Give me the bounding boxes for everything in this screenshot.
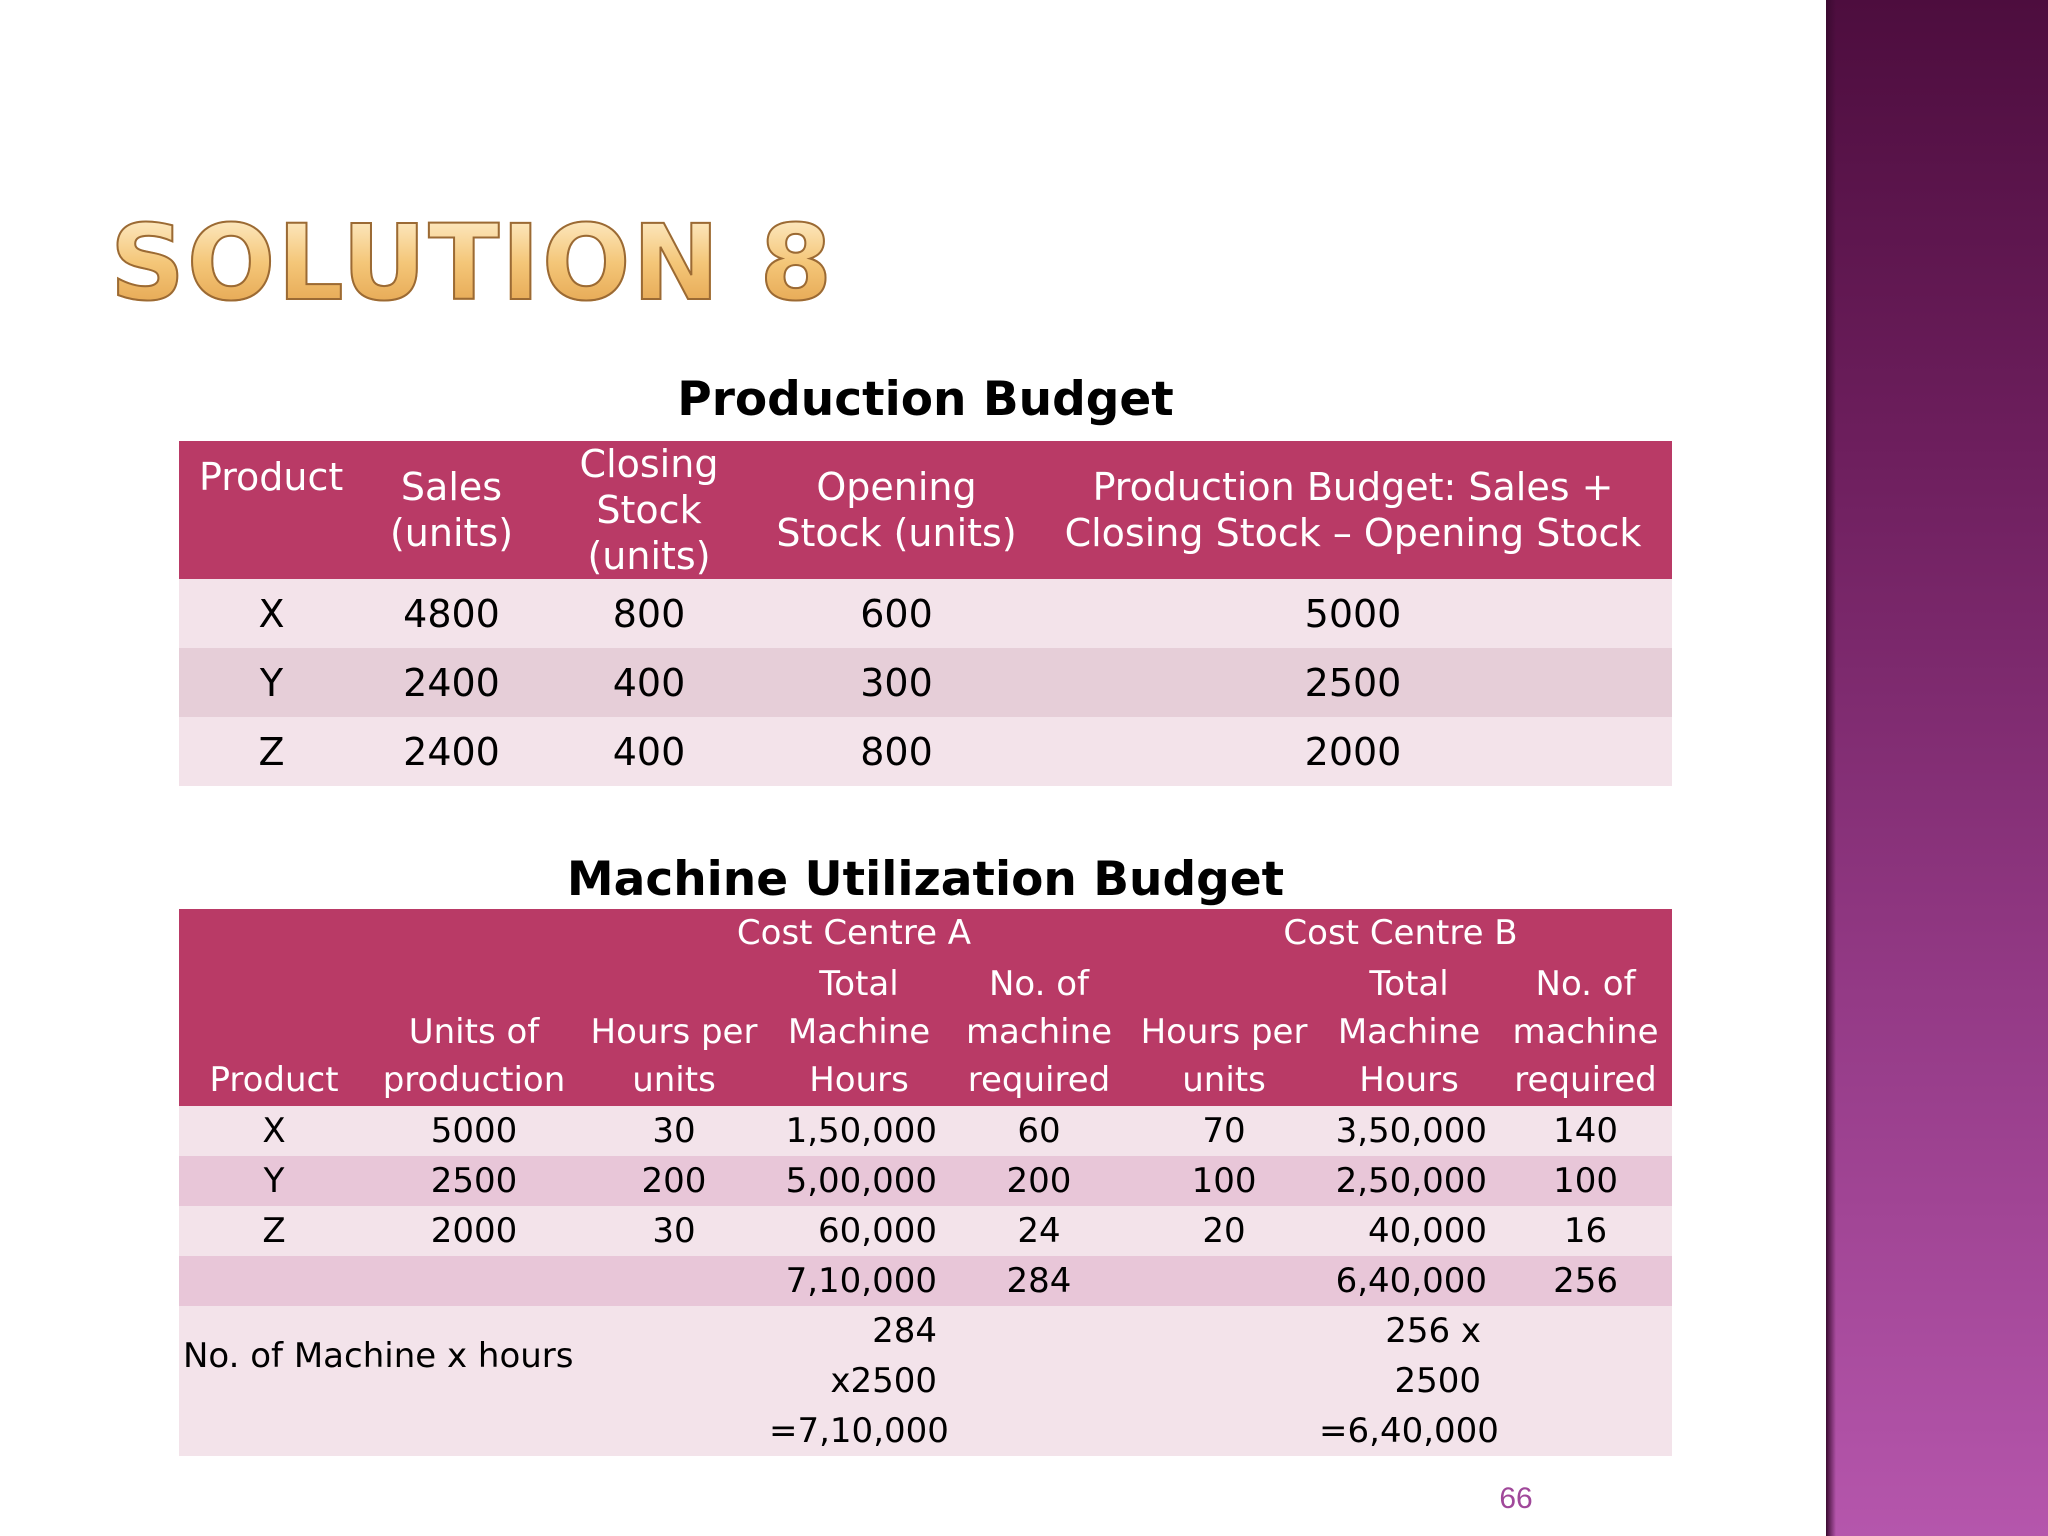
cell-closing-stock: 400: [539, 717, 759, 786]
column-header: Total Machine Hours: [769, 957, 949, 1106]
cell-product: Z: [179, 717, 364, 786]
production-budget-caption: Production Budget: [677, 372, 1174, 427]
cell-product: [179, 1256, 369, 1306]
note-empty: [949, 1406, 1130, 1456]
table-row: Y 2400 400 300 2500: [179, 648, 1672, 717]
cell-hours-b: 100: [1129, 1156, 1320, 1206]
cell-total-hours-b: 40,000: [1319, 1206, 1500, 1256]
table-row: Y 2500 200 5,00,000 200 100 2,50,000 100: [179, 1156, 1673, 1206]
cell-opening-stock: 800: [759, 717, 1034, 786]
cell-opening-stock: 300: [759, 648, 1034, 717]
table-row-note: No. of Machine x hours 284 x2500 256 x 2…: [179, 1306, 1673, 1406]
note-b-result: =6,40,000: [1319, 1406, 1500, 1456]
note-empty: [179, 1406, 769, 1456]
cell-opening-stock: 600: [759, 579, 1034, 648]
cell-closing-stock: 400: [539, 648, 759, 717]
cell-production-budget: 2500: [1034, 648, 1672, 717]
cell-units: [369, 1256, 579, 1306]
note-b-formula: 256 x 2500: [1319, 1306, 1500, 1406]
cell-total-hours-a: 1,50,000: [769, 1106, 949, 1156]
cell-machines-b: 16: [1499, 1206, 1673, 1256]
note-empty: [1499, 1306, 1673, 1406]
cell-total-hours-a: 60,000: [769, 1206, 949, 1256]
column-header: Total Machine Hours: [1319, 957, 1500, 1106]
cell-product: Z: [179, 1206, 369, 1256]
note-empty: [949, 1306, 1130, 1406]
note-empty: [1499, 1406, 1673, 1456]
cell-machines-b: 140: [1499, 1106, 1673, 1156]
column-header: Hours per units: [1129, 957, 1320, 1106]
cell-hours-b: 70: [1129, 1106, 1320, 1156]
cell-production-budget: 5000: [1034, 579, 1672, 648]
cell-hours-b: 20: [1129, 1206, 1320, 1256]
table-row-note: =7,10,000 =6,40,000: [179, 1406, 1673, 1456]
group-header-cost-centre-b: Cost Centre B: [1129, 909, 1673, 957]
machine-budget-caption: Machine Utilization Budget: [566, 852, 1285, 907]
table-group-header-row: Cost Centre A Cost Centre B: [179, 909, 1673, 957]
table-header-row: Product Units of production Hours per un…: [179, 957, 1673, 1106]
cell-product: Y: [179, 648, 364, 717]
production-budget-table: Product Sales (units) Closing Stock (uni…: [179, 441, 1672, 786]
cell-machines-a: 24: [949, 1206, 1130, 1256]
column-header: Sales (units): [364, 441, 539, 579]
table-row-total: 7,10,000 284 6,40,000 256: [179, 1256, 1673, 1306]
cell-product: X: [179, 579, 364, 648]
cell-machines-a: 284: [949, 1256, 1130, 1306]
cell-hours-a: 30: [579, 1106, 769, 1156]
page-number: 66: [1499, 1482, 1533, 1515]
note-empty: [1129, 1406, 1320, 1456]
group-header-empty: [179, 909, 579, 957]
cell-machines-a: 200: [949, 1156, 1130, 1206]
machine-utilization-table: Cost Centre A Cost Centre B Product Unit…: [179, 909, 1673, 1456]
cell-sales: 2400: [364, 648, 539, 717]
cell-sales: 2400: [364, 717, 539, 786]
cell-total-hours-b: 2,50,000: [1319, 1156, 1500, 1206]
cell-hours-a: 30: [579, 1206, 769, 1256]
column-header: Opening Stock (units): [759, 441, 1034, 579]
cell-total-hours-b: 3,50,000: [1319, 1106, 1500, 1156]
cell-machines-b: 256: [1499, 1256, 1673, 1306]
table-header-row: Product Sales (units) Closing Stock (uni…: [179, 441, 1672, 579]
cell-units: 2000: [369, 1206, 579, 1256]
table-row: Z 2000 30 60,000 24 20 40,000 16: [179, 1206, 1673, 1256]
column-header: Closing Stock (units): [539, 441, 759, 579]
column-header: Product: [179, 957, 369, 1106]
cell-sales: 4800: [364, 579, 539, 648]
cell-hours-b: [1129, 1256, 1320, 1306]
note-label: No. of Machine x hours: [179, 1306, 769, 1406]
column-header: Production Budget: Sales + Closing Stock…: [1034, 441, 1672, 579]
table-row: X 5000 30 1,50,000 60 70 3,50,000 140: [179, 1106, 1673, 1156]
table-row: Z 2400 400 800 2000: [179, 717, 1672, 786]
decorative-side-bar: [1826, 0, 2048, 1536]
cell-machines-b: 100: [1499, 1156, 1673, 1206]
column-header: Hours per units: [579, 957, 769, 1106]
cell-units: 2500: [369, 1156, 579, 1206]
cell-production-budget: 2000: [1034, 717, 1672, 786]
table-row: X 4800 800 600 5000: [179, 579, 1672, 648]
cell-machines-a: 60: [949, 1106, 1130, 1156]
cell-product: Y: [179, 1156, 369, 1206]
cell-product: X: [179, 1106, 369, 1156]
cell-total-hours-a: 7,10,000: [769, 1256, 949, 1306]
side-bar-edge: [1826, 0, 1836, 1536]
cell-hours-a: [579, 1256, 769, 1306]
column-header: Product: [179, 441, 364, 579]
slide-title: SOLUTION 8: [109, 202, 834, 324]
cell-total-hours-b: 6,40,000: [1319, 1256, 1500, 1306]
note-a-formula: 284 x2500: [769, 1306, 949, 1406]
column-header: No. of machine required: [1499, 957, 1673, 1106]
group-header-cost-centre-a: Cost Centre A: [579, 909, 1130, 957]
cell-units: 5000: [369, 1106, 579, 1156]
column-header: Units of production: [369, 957, 579, 1106]
note-empty: [1129, 1306, 1320, 1406]
note-a-result: =7,10,000: [769, 1406, 949, 1456]
cell-closing-stock: 800: [539, 579, 759, 648]
cell-hours-a: 200: [579, 1156, 769, 1206]
column-header: No. of machine required: [949, 957, 1130, 1106]
cell-total-hours-a: 5,00,000: [769, 1156, 949, 1206]
